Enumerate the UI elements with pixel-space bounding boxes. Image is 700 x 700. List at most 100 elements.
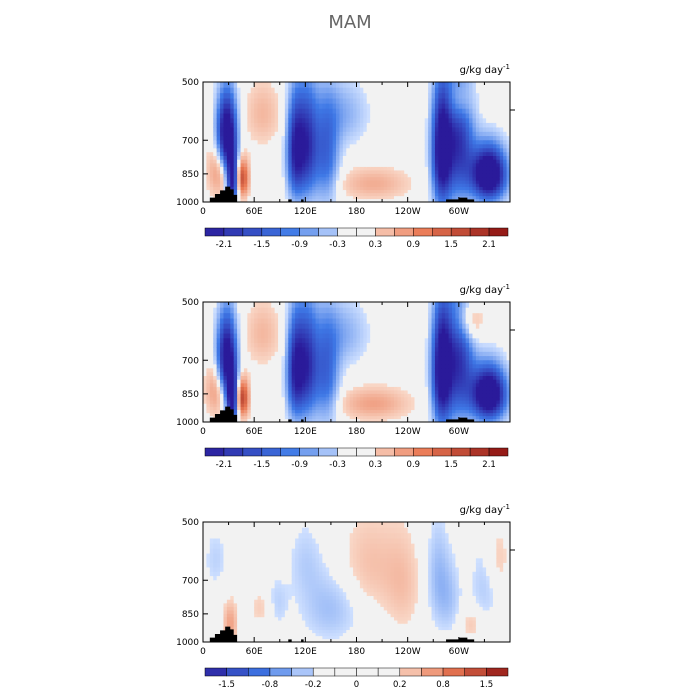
heatmap-cell [216,163,221,168]
heatmap-cell [278,338,283,344]
heatmap-cell [308,372,313,377]
heatmap-cell [271,144,276,149]
heatmap-cell [288,170,293,175]
heatmap-cell [452,136,457,141]
heatmap-cell [213,87,218,94]
heatmap-cell [359,383,364,388]
heatmap-cell [291,177,296,182]
heatmap-cell [373,196,378,200]
heatmap-cell [308,393,313,398]
heatmap-cell [482,196,487,200]
heatmap-cell [356,356,361,361]
heatmap-cell [312,351,317,357]
heatmap-cell [315,140,320,145]
heatmap-cell [223,140,228,145]
heatmap-cell [240,131,245,137]
heatmap-cell [394,313,399,320]
heatmap-cell [288,368,293,373]
heatmap-cell [404,196,409,200]
heatmap-cell [203,416,208,420]
heatmap-cell [380,379,385,384]
heatmap-cell [298,82,303,89]
heatmap-cell [254,159,259,164]
heatmap-cell [424,166,429,172]
heatmap-cell [240,170,245,175]
heatmap-cell [359,173,364,178]
heatmap-cell [407,163,412,168]
heatmap-cell [284,190,289,194]
heatmap-cell [462,136,467,141]
heatmap-cell [260,170,265,175]
heatmap-cell [339,338,344,344]
heatmap-cell [445,333,450,339]
heatmap-cell [486,156,491,161]
heatmap-cell [390,159,395,164]
heatmap-cell [421,351,426,357]
heatmap-cell [315,302,320,309]
heatmap-cell [312,376,317,381]
heatmap-cell [455,186,460,191]
heatmap-cell [342,193,347,197]
heatmap-cell [329,347,334,353]
heatmap-cell [325,383,330,388]
heatmap-cell [298,416,303,420]
heatmap-cell [356,196,361,200]
heatmap-cell [329,144,334,149]
heatmap-cell [441,148,446,153]
heatmap-cell [363,152,368,157]
heatmap-cell [305,376,310,381]
colorbar-swatch [394,227,414,237]
heatmap-cell [301,413,306,417]
heatmap-cell [288,159,293,164]
heatmap-cell [260,177,265,182]
heatmap-cell [301,183,306,188]
heatmap-cell [312,108,317,115]
heatmap-cell [301,406,306,411]
heatmap-cell [254,190,259,194]
heatmap-cell [349,108,354,115]
heatmap-cell [353,360,358,365]
heatmap-cell [394,183,399,188]
heatmap-cell [363,127,368,133]
heatmap-cell [479,108,484,115]
heatmap-cell [226,318,231,325]
heatmap-cell [206,397,211,402]
heatmap-cell [237,82,242,89]
heatmap-cell [342,98,347,105]
heatmap-cell [431,302,436,309]
heatmap-cell [312,328,317,335]
heatmap-cell [308,98,313,105]
heatmap-cell [233,347,238,353]
heatmap-cell [247,148,252,153]
heatmap-cell [387,93,392,100]
heatmap-cell [407,177,412,182]
heatmap-cell [421,397,426,402]
heatmap-cell [230,183,235,188]
colorbar-swatch [223,227,244,237]
heatmap-cell [315,193,320,197]
heatmap-cell [254,372,259,377]
heatmap-cell [400,166,405,172]
heatmap-cell [206,307,211,314]
heatmap-cell [223,127,228,133]
heatmap-cell [243,93,248,100]
heatmap-cell [203,186,208,191]
heatmap-cell [452,183,457,188]
heatmap-cell [462,180,467,185]
heatmap-cell [469,122,474,129]
heatmap-cell [267,400,272,405]
heatmap-cell [482,113,487,119]
heatmap-cell [312,403,317,408]
heatmap-cell [421,338,426,344]
heatmap-cell [203,127,208,133]
heatmap-cell [407,406,412,411]
heatmap-cell [332,416,337,420]
heatmap-cell [312,93,317,100]
heatmap-cell [267,193,272,197]
heatmap-cell [404,302,409,309]
heatmap-cell [448,98,453,105]
heatmap-cell [264,190,269,194]
heatmap-cell [315,159,320,164]
heatmap-cell [431,390,436,395]
heatmap-cell [441,416,446,420]
